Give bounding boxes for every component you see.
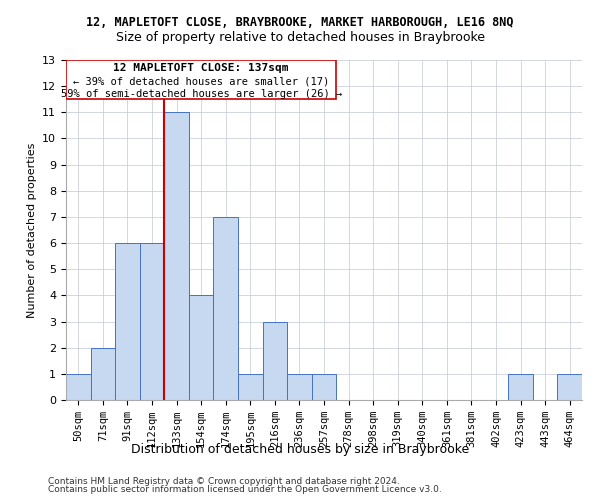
Bar bbox=[214, 217, 238, 400]
Bar bbox=[287, 374, 312, 400]
Text: Size of property relative to detached houses in Braybrooke: Size of property relative to detached ho… bbox=[115, 31, 485, 44]
Bar bbox=[508, 374, 533, 400]
Y-axis label: Number of detached properties: Number of detached properties bbox=[26, 142, 37, 318]
Bar bbox=[91, 348, 115, 400]
Bar bbox=[66, 374, 91, 400]
Bar bbox=[263, 322, 287, 400]
Text: 12 MAPLETOFT CLOSE: 137sqm: 12 MAPLETOFT CLOSE: 137sqm bbox=[113, 63, 289, 73]
Bar bbox=[140, 243, 164, 400]
Text: Distribution of detached houses by size in Braybrooke: Distribution of detached houses by size … bbox=[131, 442, 469, 456]
Bar bbox=[238, 374, 263, 400]
Bar bbox=[557, 374, 582, 400]
Text: 59% of semi-detached houses are larger (26) →: 59% of semi-detached houses are larger (… bbox=[61, 90, 342, 100]
Text: Contains HM Land Registry data © Crown copyright and database right 2024.: Contains HM Land Registry data © Crown c… bbox=[48, 477, 400, 486]
Bar bbox=[312, 374, 336, 400]
Text: 12, MAPLETOFT CLOSE, BRAYBROOKE, MARKET HARBOROUGH, LE16 8NQ: 12, MAPLETOFT CLOSE, BRAYBROOKE, MARKET … bbox=[86, 16, 514, 29]
Bar bbox=[189, 296, 214, 400]
Text: Contains public sector information licensed under the Open Government Licence v3: Contains public sector information licen… bbox=[48, 485, 442, 494]
Text: ← 39% of detached houses are smaller (17): ← 39% of detached houses are smaller (17… bbox=[73, 76, 329, 86]
Bar bbox=[115, 243, 140, 400]
FancyBboxPatch shape bbox=[66, 60, 336, 99]
Bar bbox=[164, 112, 189, 400]
